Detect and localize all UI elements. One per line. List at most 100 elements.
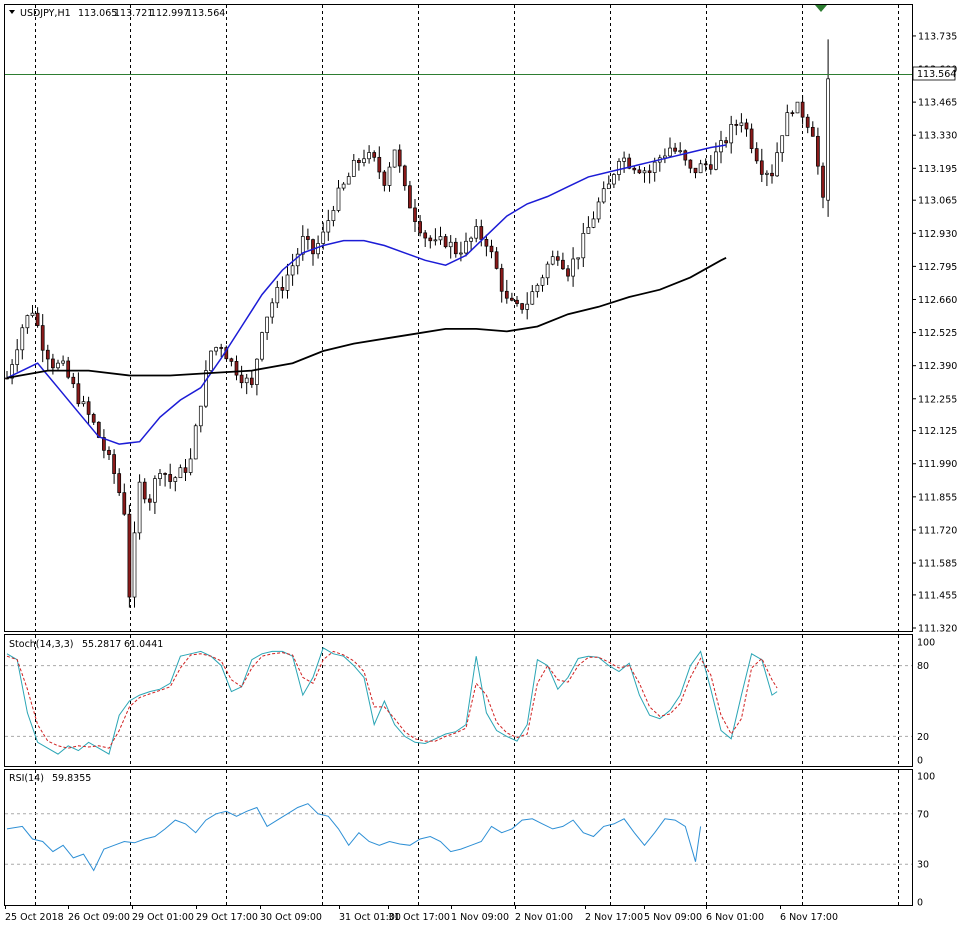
candle-body	[571, 258, 575, 277]
candle-body	[484, 239, 489, 247]
candle-body	[66, 360, 71, 378]
candle-body	[341, 183, 346, 189]
candle-body	[56, 362, 60, 369]
candle-body	[86, 401, 91, 415]
price-tick-label: 112.660	[918, 295, 957, 306]
time-tick-label: 31 Oct 01:00	[339, 912, 401, 923]
symbol-dropdown-icon[interactable]	[9, 10, 15, 14]
symbol-label: USDJPY,H1	[20, 8, 71, 19]
candle-body	[402, 165, 407, 187]
candle-body	[81, 401, 86, 405]
candle-body	[214, 347, 218, 352]
candle-body	[698, 163, 703, 174]
candle-body	[805, 116, 810, 128]
time-tick-label: 1 Nov 09:00	[451, 912, 509, 923]
stoch-main-value: 55.2817	[82, 639, 121, 650]
price-tick-label: 113.465	[918, 98, 957, 109]
candle-body	[321, 231, 326, 244]
candle-body	[270, 302, 275, 318]
price-tick-label: 113.065	[918, 196, 957, 207]
stoch-title: Stoch(14,3,3)	[9, 639, 73, 650]
price-tick-label: 112.125	[918, 426, 957, 437]
candle-body	[448, 241, 453, 248]
candle-body	[285, 274, 290, 291]
candle-body	[433, 239, 438, 242]
time-tick-label: 2 Nov 01:00	[515, 912, 573, 923]
candle-body	[397, 149, 402, 167]
price-tick-label: 112.390	[918, 361, 957, 372]
candle-body	[153, 478, 157, 503]
candle-body	[494, 251, 499, 269]
candle-body	[367, 152, 371, 160]
candle-body	[20, 327, 25, 351]
candle-body	[550, 256, 555, 265]
candle-body	[331, 210, 336, 221]
candle-body	[530, 291, 535, 305]
candle-body	[168, 474, 173, 482]
ohlc-low: 112.997	[150, 8, 189, 19]
price-tick-label: 111.455	[918, 590, 957, 601]
candle-body	[632, 167, 637, 171]
price-panel-border	[4, 4, 913, 632]
candle-body	[275, 287, 280, 304]
stoch-tick-label: 0	[917, 756, 923, 767]
candle-body	[418, 221, 422, 234]
stoch-tick-label: 20	[917, 732, 929, 743]
candle-body	[173, 477, 178, 482]
candle-body	[408, 185, 412, 209]
price-tick-label: 111.720	[918, 525, 957, 536]
candle-body	[127, 513, 132, 598]
candle-body	[239, 374, 244, 384]
candle-body	[30, 312, 35, 316]
candle-body	[688, 159, 693, 169]
candle-body	[596, 201, 601, 220]
candle-body	[51, 358, 55, 369]
candle-body	[622, 157, 626, 162]
candle-body	[244, 377, 249, 384]
candle-body	[627, 157, 632, 169]
ma-slow-line	[6, 256, 727, 379]
candle-body	[204, 370, 208, 407]
stoch-panel-border	[4, 634, 913, 767]
candle-body	[265, 316, 269, 333]
time-tick-label: 5 Nov 09:00	[644, 912, 702, 923]
candle-body	[438, 236, 443, 241]
candle-body	[469, 237, 473, 242]
chart-shift-marker[interactable]	[815, 5, 827, 12]
candle-body	[260, 332, 264, 360]
candle-body	[40, 325, 45, 351]
candle-body	[459, 252, 463, 255]
candle-body	[642, 170, 647, 174]
time-axis: 25 Oct 2018 26 Oct 09:00 29 Oct 01:00 29 Oc…	[5, 905, 838, 923]
time-tick-label: 29 Oct 01:00	[132, 912, 194, 923]
candle-body	[586, 227, 591, 234]
price-tick-label: 113.330	[918, 131, 957, 142]
price-tick-label: 112.525	[918, 328, 957, 339]
time-tick-label: 6 Nov 17:00	[780, 912, 838, 923]
moving-averages	[6, 144, 727, 445]
stoch-main-line	[6, 647, 778, 755]
candle-body	[255, 358, 259, 385]
time-tick-label: 2 Nov 17:00	[585, 912, 643, 923]
candle-body	[734, 124, 739, 126]
stoch-tick-label: 100	[917, 638, 935, 649]
candle-body	[693, 167, 698, 174]
candle-body	[515, 299, 519, 304]
candle-body	[683, 150, 688, 161]
candle-body	[413, 207, 417, 222]
time-tick-label: 6 Nov 01:00	[706, 912, 764, 923]
candle-body	[198, 405, 203, 427]
candle-body	[112, 454, 116, 474]
stoch-signal-line	[6, 650, 778, 749]
candle-body	[76, 383, 81, 405]
candle-body	[826, 78, 830, 201]
candle-body	[545, 263, 550, 279]
indicator-levels	[5, 665, 912, 865]
candle-body	[510, 297, 514, 301]
candle-body	[158, 473, 162, 479]
candle-body	[443, 236, 448, 248]
candle-body	[668, 147, 672, 157]
candle-body	[147, 498, 152, 503]
